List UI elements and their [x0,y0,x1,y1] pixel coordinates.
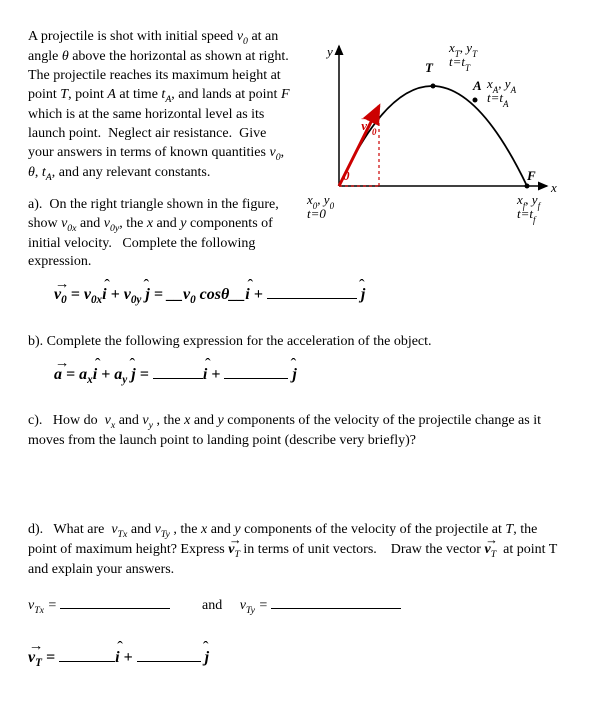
equation-b: a = axi + ay j = i + j [54,362,563,388]
trajectory-chart: yxTxT, yTt=tTAxA, yAt=tAFxf, yft=tfv→00x… [303,28,563,228]
figure: yxTxT, yTt=tTAxA, yAt=tAFxf, yft=tfv→00x… [303,28,563,272]
svg-text:t=tf: t=tf [517,206,537,225]
svg-text:t=0: t=0 [307,206,326,221]
svg-text:T: T [425,60,434,75]
svg-text:F: F [526,168,536,183]
question-d-text: d). What are vTx and vTy , the x and y c… [28,521,563,580]
svg-text:y: y [325,44,333,59]
question-c-text: c). How do vx and vy , the x and y compo… [28,412,563,451]
question-a-text: a). On the right triangle shown in the f… [28,196,293,273]
svg-text:x: x [550,180,557,195]
svg-text:0: 0 [343,168,350,183]
equation-d1: vTx = and vTy = [28,594,563,617]
header-row: A projectile is shot with initial speed … [28,28,563,272]
question-b-text: b). Complete the following expression fo… [28,333,563,352]
intro-text: A projectile is shot with initial speed … [28,28,293,272]
svg-text:A: A [472,78,482,93]
equation-a: v0 = v0xi + v0y j = __v0 cosθ__i + j [54,282,563,308]
svg-text:t=tT: t=tT [449,54,471,73]
svg-text:t=tA: t=tA [487,90,509,109]
